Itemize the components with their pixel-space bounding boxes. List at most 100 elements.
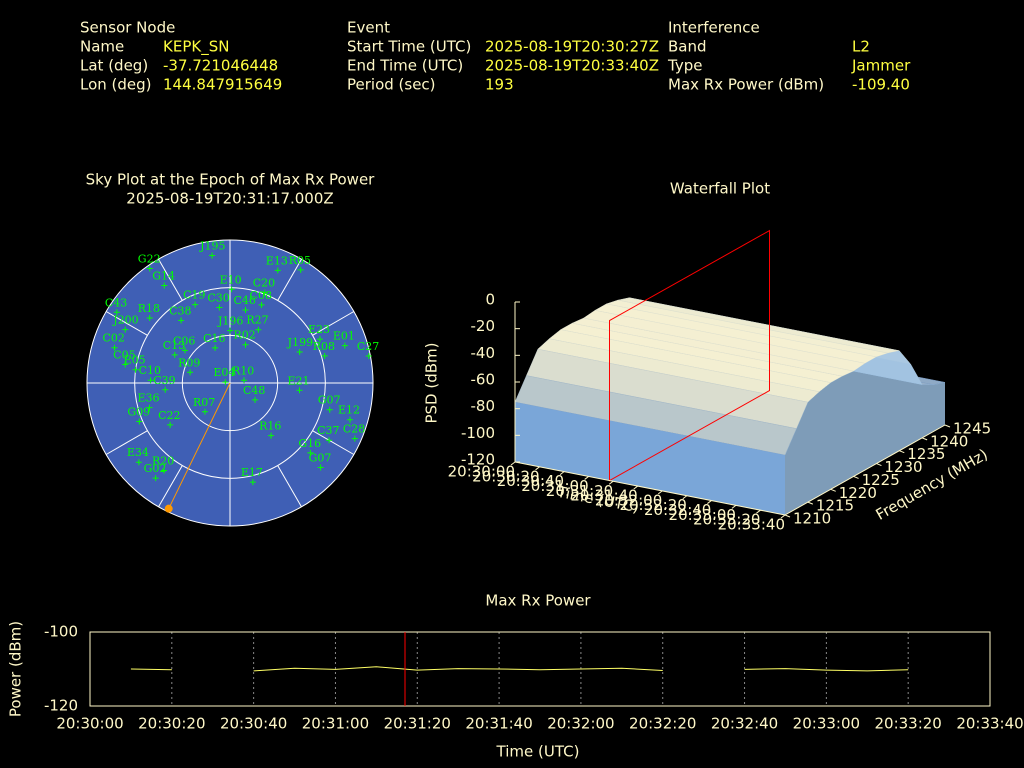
y-tick-label: 1245: [953, 420, 991, 438]
satellite-marker: [122, 326, 129, 333]
satellite-label: E12: [338, 404, 360, 417]
satellite-label: E36: [137, 392, 159, 405]
x-tick-label: 20:33:40: [956, 715, 1023, 733]
satellite-marker: [365, 353, 372, 360]
satellite-marker: [111, 344, 118, 351]
field-label: Name: [80, 38, 124, 56]
y-axis-label: Power (dBm): [7, 621, 25, 717]
y-tick-label: -100: [44, 623, 78, 641]
satellite-label: G14: [152, 270, 175, 283]
satellite-marker: [222, 379, 229, 386]
x-tick: [559, 471, 565, 476]
azimuth-line: [312, 430, 355, 455]
x-tick-label: 20:32:00: [547, 715, 614, 733]
x-tick: [657, 490, 663, 495]
satellite-marker: [317, 464, 324, 471]
x-tick-label: 20:32:00: [595, 491, 662, 509]
satellite-marker: [242, 306, 249, 313]
x-tick-label: 20:32:20: [619, 496, 686, 514]
x-tick-label: 20:33:20: [874, 715, 941, 733]
satellite-label: G02: [144, 462, 167, 475]
z-tick-label: -100: [461, 424, 495, 442]
y-tick-label: -120: [44, 697, 78, 715]
satellite-label: R05: [289, 254, 311, 267]
field-value: 2025-08-19T20:30:27Z: [485, 38, 659, 56]
x-tick-label: 20:33:00: [793, 715, 860, 733]
x-tick-label: 20:31:20: [384, 715, 451, 733]
satellite-marker: [146, 265, 153, 272]
satellite-label: E01: [333, 330, 355, 343]
field-label: Period (sec): [347, 76, 436, 94]
time-axis: [514, 461, 786, 516]
satellite-marker: [147, 377, 154, 384]
satellite-marker: [227, 327, 233, 334]
satellite-label: C38: [169, 304, 191, 317]
satellite-marker: [171, 351, 178, 358]
y-tick: [807, 501, 814, 505]
satellite-marker: [242, 341, 249, 348]
satellite-marker: [201, 408, 208, 415]
satellite-marker: [296, 348, 303, 355]
z-tick-label: -20: [471, 317, 496, 335]
satellite-label: C06: [173, 334, 195, 347]
x-tick-label: 20:33:20: [693, 511, 760, 529]
satellite-marker: [249, 479, 256, 486]
y-tick: [921, 437, 928, 441]
field-value: KEPK_SN: [163, 38, 229, 57]
y-tick-label: 1210: [793, 510, 831, 528]
satellite-marker: [268, 432, 275, 439]
satellite-marker: [252, 396, 259, 403]
satellite-label: R10: [232, 364, 254, 377]
satellite-label: R09: [178, 356, 200, 369]
x-tick-label: 20:31:40: [465, 715, 532, 733]
section-title: Interference: [668, 19, 760, 37]
field-label: Lon (deg): [80, 76, 152, 94]
satellite-marker: [146, 315, 153, 322]
satellite-marker: [241, 377, 248, 384]
satellite-label: C28: [343, 423, 365, 436]
y-tick: [830, 488, 836, 492]
y-tick-label: 1235: [907, 445, 945, 463]
satellite-marker: [347, 416, 354, 423]
satellite-marker: [326, 437, 333, 444]
x-tick-label: 20:33:00: [669, 506, 736, 524]
x-tick: [756, 509, 761, 514]
satellite-marker: [136, 418, 143, 425]
satellite-label: C05: [113, 349, 135, 362]
x-tick-label: 20:31:40: [570, 487, 637, 505]
satellite-marker: [307, 449, 314, 456]
psd-wall: [515, 402, 785, 515]
satellite-label: C27: [357, 340, 379, 353]
x-tick-label: 20:30:20: [138, 715, 205, 733]
azimuth-line: [158, 258, 183, 301]
satellite-marker: [297, 266, 304, 273]
satellite-marker: [261, 289, 268, 296]
y-tick: [944, 424, 951, 428]
x-tick-label: 20:32:20: [629, 715, 696, 733]
z-axis-label: PSD (dBm): [423, 342, 441, 423]
azimuth-line: [312, 311, 355, 336]
satellite-marker: [162, 386, 169, 393]
satellite-label: E23: [308, 323, 330, 336]
satellite-label: C22: [158, 409, 180, 422]
section-title: Sensor Node: [80, 19, 175, 37]
x-tick-label: 20:33:40: [718, 516, 785, 534]
satellite-label: E34: [127, 446, 149, 459]
field-value: 2025-08-19T20:33:40Z: [485, 57, 659, 75]
field-value: 193: [485, 76, 514, 94]
satellite-marker: [152, 475, 159, 482]
x-tick-label: 20:30:40: [497, 472, 564, 490]
satellite-label: C16: [203, 332, 225, 345]
x-tick-label: 20:30:20: [472, 467, 539, 485]
x-tick: [682, 495, 688, 500]
x-tick-label: 20:30:00: [56, 715, 123, 733]
satellite-label: R02: [233, 329, 255, 342]
satellite-label: C13: [163, 339, 185, 352]
satellite-label: G22: [138, 252, 161, 265]
x-tick: [780, 514, 786, 519]
x-tick-label: 20:31:00: [302, 715, 369, 733]
x-tick: [707, 500, 712, 504]
satellite-marker: [341, 342, 348, 349]
satellite-marker: [178, 317, 185, 324]
satellite-marker: [146, 404, 153, 411]
